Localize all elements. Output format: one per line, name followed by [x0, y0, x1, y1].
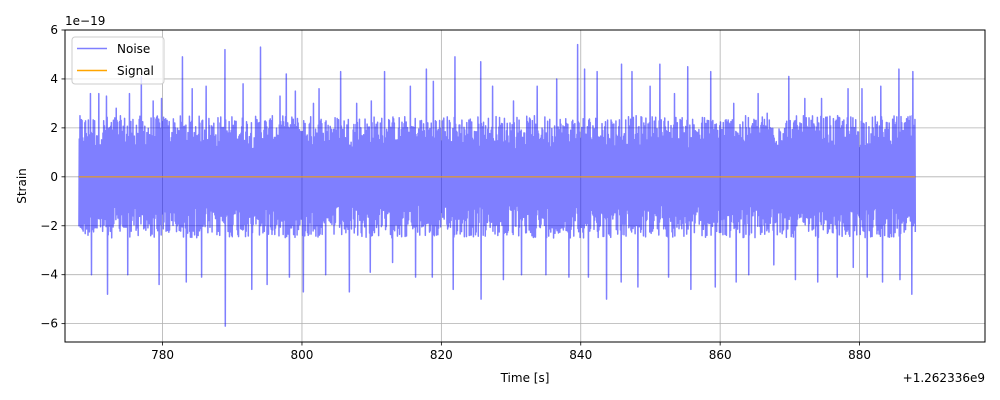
noise-series-line: [78, 43, 917, 327]
series-layer: [78, 43, 917, 327]
x-axis-label: Time [s]: [500, 371, 550, 385]
y-axis: −6 −4 −2 0 2 4 6: [40, 23, 65, 331]
x-tick-label: 780: [151, 348, 174, 362]
y-tick-label: −4: [40, 268, 58, 282]
legend: Noise Signal: [71, 36, 165, 85]
y-scale-label: 1e−19: [65, 14, 105, 28]
y-axis-label: Strain: [15, 168, 29, 204]
x-offset-label: +1.262336e9: [903, 371, 985, 385]
y-tick-label: −6: [40, 317, 58, 331]
y-tick-label: 2: [50, 121, 58, 135]
y-tick-label: 0: [50, 170, 58, 184]
x-tick-label: 840: [569, 348, 592, 362]
plot-frame: [64, 29, 986, 343]
y-tick-label: 6: [50, 23, 58, 37]
x-tick-label: 880: [848, 348, 871, 362]
x-axis: 780 800 820 840 860 880: [151, 342, 871, 362]
x-tick-label: 860: [709, 348, 732, 362]
y-tick-label: 4: [50, 72, 58, 86]
y-tick-label: −2: [40, 219, 58, 233]
x-tick-label: 820: [430, 348, 453, 362]
x-tick-label: 800: [291, 348, 314, 362]
legend-noise-label: Noise: [117, 42, 150, 56]
legend-signal-label: Signal: [117, 64, 154, 78]
